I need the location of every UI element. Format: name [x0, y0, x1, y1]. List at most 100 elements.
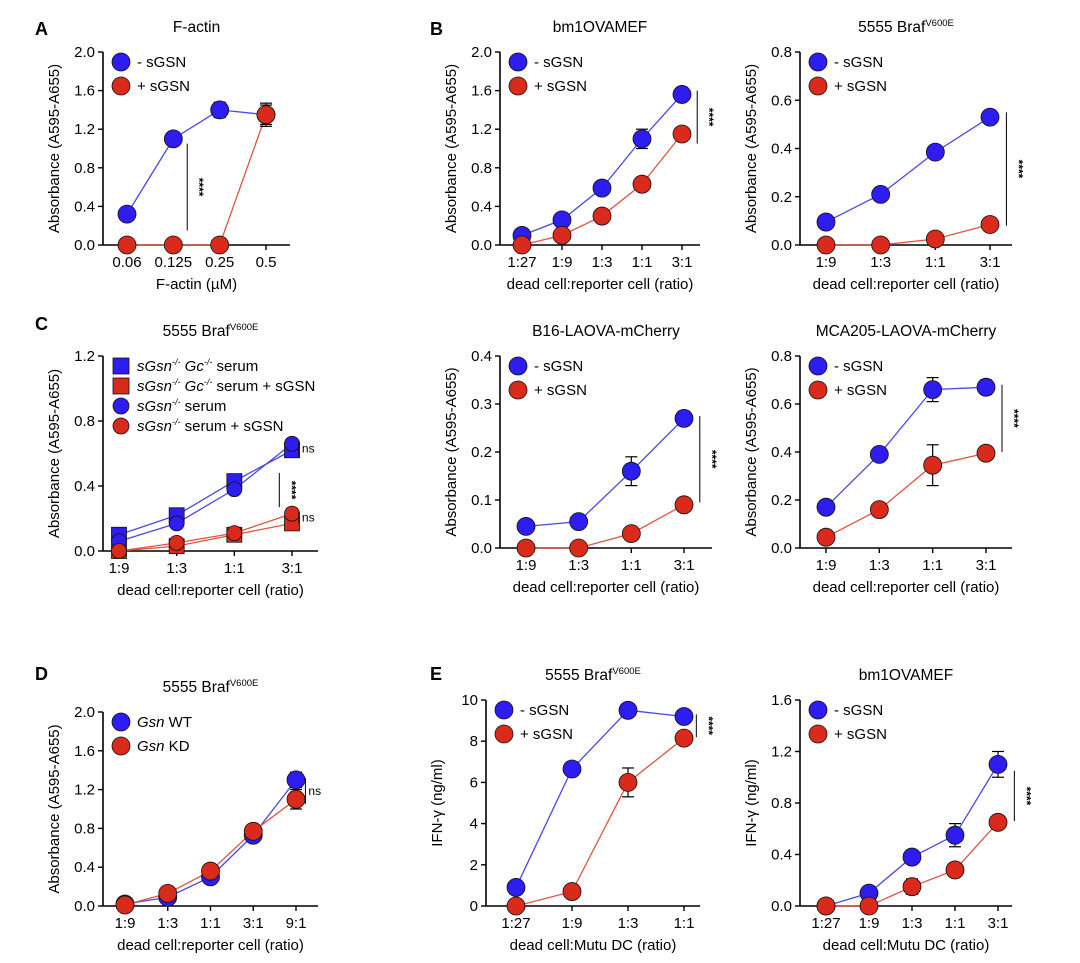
series-line-1	[124, 798, 297, 906]
legend-label: + sGSN	[520, 726, 573, 743]
data-point-circle	[168, 534, 185, 551]
data-point-circle	[592, 178, 612, 198]
data-point-circle	[210, 100, 230, 120]
significance-label: ****	[1007, 409, 1021, 428]
legend-marker-square	[112, 357, 130, 375]
series-line-0	[825, 116, 991, 223]
data-point-circle	[816, 212, 836, 232]
x-tick-label: 9:1	[286, 915, 307, 932]
data-point-circle	[284, 435, 300, 452]
x-axis-label: dead cell:reporter cell (ratio)	[813, 579, 1000, 596]
data-point-circle	[115, 895, 135, 915]
data-point-circle	[286, 770, 306, 790]
legend-marker-circle	[111, 712, 131, 732]
legend-marker-circle	[508, 356, 528, 376]
series-line-2	[118, 443, 293, 542]
data-point-circle	[618, 700, 638, 720]
y-tick-label: 0.4	[471, 348, 492, 365]
x-tick-label: 3:1	[282, 560, 303, 577]
x-tick-label: 3:1	[980, 254, 1001, 271]
data-point-circle	[816, 527, 836, 547]
series-line-1	[118, 522, 293, 552]
y-tick-label: 1.6	[471, 83, 492, 100]
data-point-circle	[674, 707, 694, 726]
data-point-circle	[226, 481, 243, 498]
legend-marker-circle	[808, 700, 828, 720]
legend-label: - sGSN	[137, 54, 186, 71]
legend-label: sGsn-/- serum	[137, 397, 226, 415]
panel-letter: C	[35, 314, 48, 334]
y-tick-label: 1.2	[74, 348, 95, 365]
data-point-circle	[988, 754, 1008, 774]
chart-title: 5555 BrafV600E	[545, 666, 641, 684]
data-point-circle	[506, 878, 526, 897]
legend-marker-circle	[808, 356, 828, 376]
x-tick-label: 1:1	[945, 915, 966, 932]
legend-marker-circle	[808, 52, 828, 72]
legend-label: + sGSN	[834, 726, 887, 743]
y-axis-label: Absorbance (A595-A655)	[743, 64, 760, 233]
data-point-circle	[925, 229, 945, 249]
y-axis-label: IFN-γ (ng/ml)	[743, 759, 760, 847]
data-point-circle	[243, 821, 263, 841]
legend-label: sGsn-/- Gc-/- serum + sGSN	[137, 377, 315, 395]
y-tick-label: 0.2	[471, 444, 492, 461]
legend-marker-circle	[508, 380, 528, 400]
x-tick-label: 1:9	[816, 254, 837, 271]
data-point-circle	[871, 184, 891, 204]
significance-label: ns	[302, 442, 315, 456]
legend-marker-circle	[808, 76, 828, 96]
series-line-1	[127, 114, 267, 246]
data-point-circle	[674, 408, 694, 428]
data-point-circle	[226, 525, 243, 542]
data-point-circle	[163, 235, 183, 255]
data-point-circle	[210, 235, 230, 255]
data-point-circle	[869, 500, 889, 520]
legend-label: sGsn-/- Gc-/- serum	[137, 357, 258, 375]
chart-title: bm1OVAMEF	[553, 19, 647, 36]
x-tick-label: 1:1	[674, 915, 695, 932]
data-point-circle	[980, 215, 1000, 234]
y-tick-label: 6	[470, 774, 478, 791]
chart-e2: bm1OVAMEF 0.0 0.4 0.8 1.2 1.6 1:27 1:9 1:3 1:1 3:1…	[743, 667, 1033, 954]
y-tick-label: 0.4	[771, 141, 792, 158]
y-tick-label: 0.4	[74, 478, 95, 495]
x-tick-label: 3:1	[243, 915, 264, 932]
y-tick-label: 0.8	[74, 160, 95, 177]
significance-label: ns	[302, 511, 315, 525]
y-tick-label: 0.8	[74, 820, 95, 837]
data-point-circle	[871, 235, 891, 255]
data-point-circle	[976, 443, 996, 463]
x-tick-label: 0.25	[205, 254, 234, 271]
data-point-circle	[569, 512, 589, 531]
x-tick-label: 3:1	[674, 557, 695, 574]
data-point-circle	[816, 235, 836, 255]
legend-label: + sGSN	[834, 78, 887, 95]
data-point-circle	[902, 847, 922, 867]
x-tick-label: 1:9	[516, 557, 537, 574]
y-tick-label: 1.2	[74, 782, 95, 799]
y-tick-label: 0.1	[471, 492, 492, 509]
x-tick-label: 1:9	[859, 915, 880, 932]
data-point-circle	[201, 861, 220, 881]
y-tick-label: 0.8	[771, 348, 792, 365]
x-axis-label: dead cell:Mutu DC (ratio)	[510, 937, 677, 954]
y-tick-label: 0.0	[771, 540, 792, 557]
data-point-circle	[674, 728, 694, 748]
x-tick-label: 1:9	[562, 915, 583, 932]
chart-d1: D 5555 BrafV600E 0.0 0.4 0.8 1.2 1.6 2.0 1:9 1:3 1…	[35, 664, 321, 954]
chart-title: bm1OVAMEF	[859, 667, 953, 684]
y-tick-label: 0.2	[771, 492, 792, 509]
data-point-circle	[988, 812, 1008, 832]
series-line-1	[825, 452, 987, 538]
significance-label: ****	[701, 716, 715, 735]
chart-title: 5555 BrafV600E	[163, 678, 259, 696]
data-point-circle	[117, 204, 137, 224]
x-tick-label: 1:27	[507, 254, 536, 271]
y-tick-label: 1.6	[74, 83, 95, 100]
x-tick-label: 1:3	[592, 254, 613, 271]
data-point-circle	[592, 206, 612, 226]
series-line-1	[826, 223, 991, 246]
y-tick-label: 0.2	[771, 189, 792, 206]
x-axis-label: dead cell:reporter cell (ratio)	[513, 579, 700, 596]
